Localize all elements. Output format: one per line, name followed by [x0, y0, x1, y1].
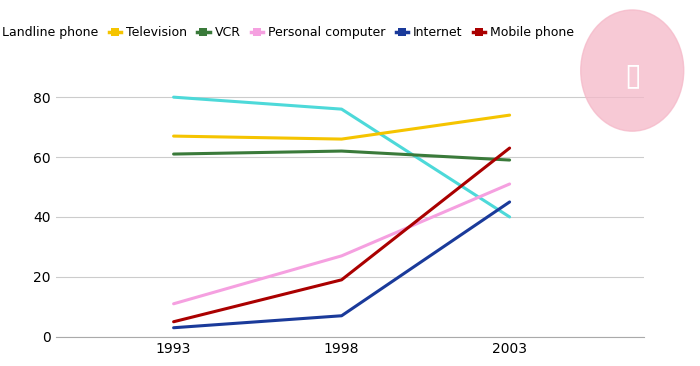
Text: ▯: ▯	[624, 61, 641, 90]
Legend: Landline phone, Television, VCR, Personal computer, Internet, Mobile phone: Landline phone, Television, VCR, Persona…	[0, 22, 579, 45]
Circle shape	[581, 10, 684, 131]
